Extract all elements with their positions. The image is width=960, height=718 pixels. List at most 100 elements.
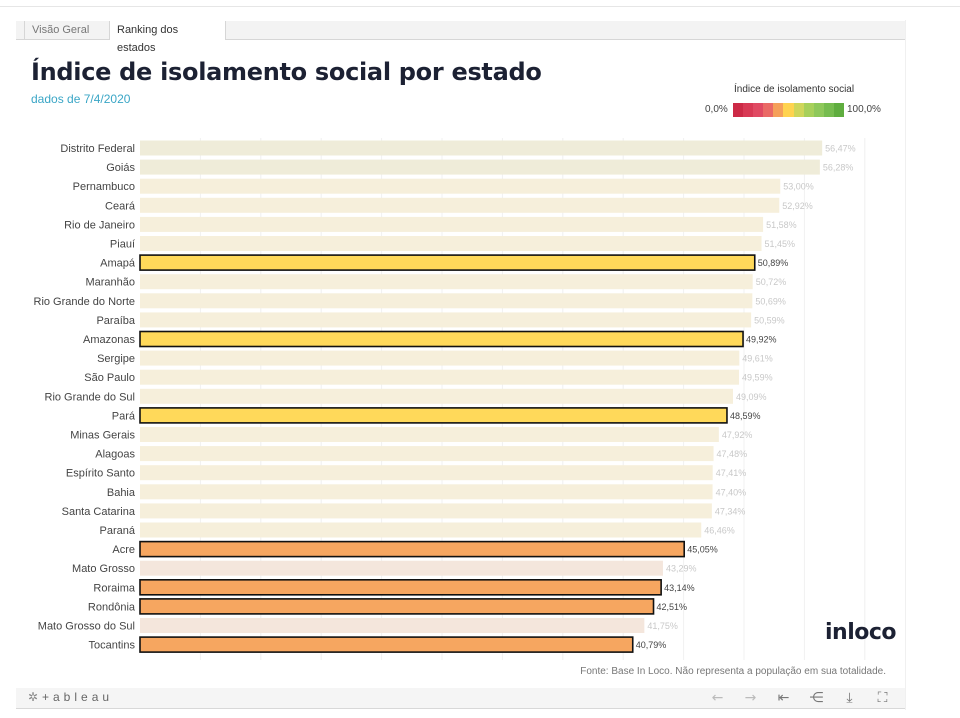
value-label: 41,75%: [647, 621, 678, 631]
category-label: Tocantins: [89, 640, 136, 652]
toolbar-actions: ← → ⇤ ⋲ ⤓ ⛶: [701, 688, 899, 708]
category-label: Rondônia: [88, 601, 136, 613]
legend-swatch: [753, 103, 764, 117]
legend-swatch: [773, 103, 784, 117]
bar[interactable]: [140, 140, 823, 156]
category-label: Espírito Santo: [66, 468, 135, 480]
bar[interactable]: [139, 254, 756, 271]
revert-icon[interactable]: ⇤: [777, 690, 790, 706]
value-label: 47,34%: [715, 506, 746, 516]
bar[interactable]: [140, 274, 753, 290]
redo-icon[interactable]: →: [744, 690, 757, 706]
share-icon[interactable]: ⋲: [809, 690, 824, 706]
bar[interactable]: [140, 178, 781, 194]
tableau-brand[interactable]: ✲ +ableau: [28, 690, 113, 704]
category-label: Roraima: [93, 582, 135, 594]
bar[interactable]: [140, 446, 714, 462]
value-label: 51,58%: [766, 220, 797, 230]
bar[interactable]: [140, 197, 780, 213]
value-label: 47,40%: [716, 487, 747, 497]
value-label: 53,00%: [783, 182, 814, 192]
category-label: Bahia: [107, 487, 136, 499]
bar[interactable]: [140, 159, 820, 175]
bar[interactable]: [140, 618, 645, 633]
legend-swatch: [763, 103, 774, 117]
value-label: 49,59%: [742, 373, 773, 383]
category-label: Pará: [112, 410, 136, 422]
legend-swatch: [793, 103, 804, 117]
legend-title: Índice de isolamento social: [734, 84, 855, 95]
category-label: Paraná: [100, 525, 136, 537]
browser-top-edge: [0, 0, 960, 7]
category-label: Acre: [112, 544, 135, 556]
value-label: 52,92%: [782, 201, 813, 211]
value-label: 51,45%: [765, 239, 796, 249]
category-label: Goiás: [106, 162, 135, 174]
category-label: Rio de Janeiro: [64, 219, 135, 231]
bar[interactable]: [140, 427, 719, 442]
category-label: Santa Catarina: [62, 506, 136, 518]
bar[interactable]: [139, 330, 744, 348]
bar[interactable]: [140, 503, 712, 519]
bar[interactable]: [140, 312, 752, 328]
category-label: Piauí: [110, 239, 135, 251]
color-legend: [733, 103, 845, 117]
tableau-logo-icon: ✲: [28, 690, 39, 704]
legend-swatch: [743, 103, 754, 117]
bar[interactable]: [140, 216, 764, 232]
source-note: Fonte: Base In Loco. Não representa a po…: [580, 666, 886, 677]
category-label: Rio Grande do Sul: [45, 391, 136, 403]
value-label: 50,69%: [755, 296, 786, 306]
bar[interactable]: [140, 293, 753, 309]
bar[interactable]: [140, 388, 734, 404]
tableau-wordmark: +ableau: [42, 690, 114, 704]
tab-visao-geral[interactable]: Visão Geral: [24, 21, 110, 39]
bar[interactable]: [140, 522, 702, 538]
value-label: 45,05%: [687, 545, 718, 555]
value-label: 50,89%: [758, 258, 789, 268]
bar[interactable]: [139, 636, 634, 653]
value-label: 47,92%: [722, 430, 753, 440]
legend-max-label: 100,0%: [847, 104, 881, 115]
tab-ranking-dos-estados[interactable]: Ranking dos estados: [110, 21, 226, 54]
bar[interactable]: [140, 350, 740, 366]
value-label: 50,59%: [754, 315, 785, 325]
download-icon[interactable]: ⤓: [846, 690, 853, 706]
legend-swatch: [813, 103, 824, 117]
value-label: 50,72%: [756, 277, 787, 287]
fullscreen-icon[interactable]: ⛶: [877, 690, 888, 706]
bars: Distrito Federal 56,47% Goiás 56,28% Pernamb…: [34, 140, 856, 653]
page-subtitle: dados de 7/4/2020: [31, 92, 131, 106]
category-label: Mato Grosso do Sul: [38, 621, 135, 633]
tableau-toolbar: ✲ +ableau ← → ⇤ ⋲ ⤓ ⛶: [16, 688, 905, 709]
category-label: Amapá: [100, 258, 136, 270]
tab-bar: Visão Geral Ranking dos estados: [16, 21, 905, 54]
value-label: 43,14%: [664, 583, 695, 593]
bar[interactable]: [139, 578, 662, 596]
value-label: 43,29%: [666, 564, 697, 574]
bar[interactable]: [140, 236, 762, 251]
bar[interactable]: [140, 560, 663, 576]
category-label: Ceará: [105, 200, 136, 212]
category-label: Amazonas: [83, 334, 135, 346]
category-label: Rio Grande do Norte: [34, 296, 136, 308]
legend-min-label: 0,0%: [705, 104, 728, 115]
bar[interactable]: [139, 407, 728, 424]
value-label: 49,61%: [742, 354, 773, 364]
category-label: Maranhão: [85, 277, 135, 289]
frame-border: [905, 20, 906, 710]
value-label: 48,59%: [730, 411, 761, 421]
bar[interactable]: [140, 369, 740, 385]
bar[interactable]: [140, 484, 713, 500]
value-label: 49,09%: [736, 392, 767, 402]
bar[interactable]: [139, 598, 655, 615]
legend-swatch: [833, 103, 845, 117]
category-label: Minas Gerais: [70, 430, 135, 442]
value-label: 49,92%: [746, 335, 777, 345]
bar[interactable]: [139, 540, 686, 558]
category-label: São Paulo: [84, 372, 135, 384]
value-label: 47,41%: [716, 468, 747, 478]
bar[interactable]: [140, 465, 713, 481]
value-label: 42,51%: [657, 602, 688, 612]
undo-icon[interactable]: ←: [711, 690, 724, 706]
